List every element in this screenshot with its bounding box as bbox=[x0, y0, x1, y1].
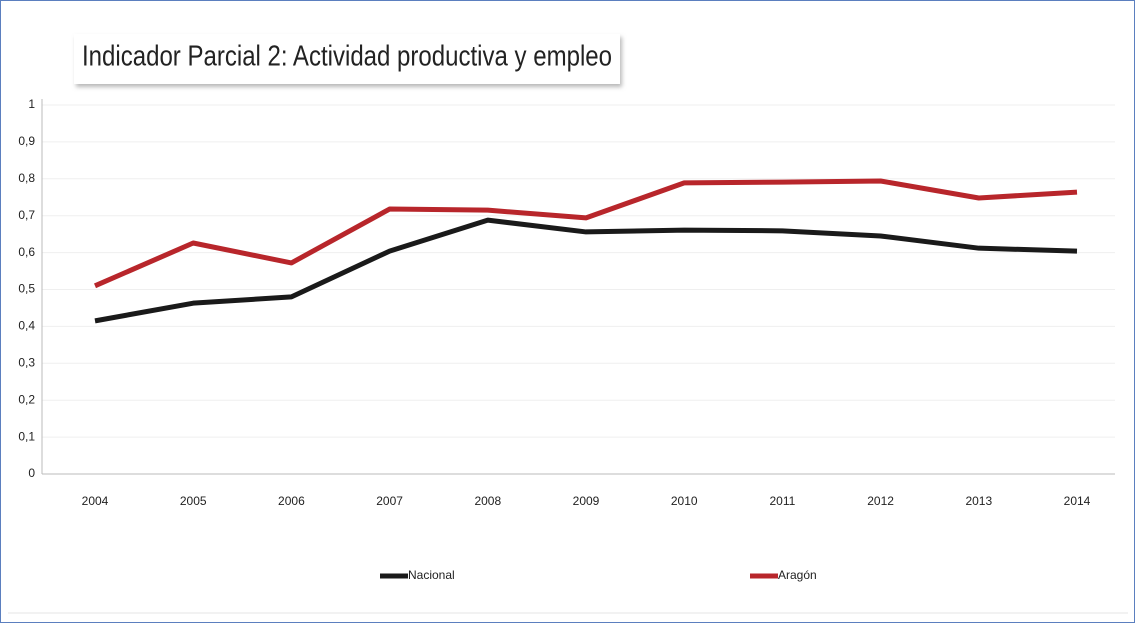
series-line bbox=[94, 178, 1078, 289]
x-tick-label: 2008 bbox=[474, 494, 501, 508]
y-tick-label: 0,1 bbox=[18, 429, 35, 443]
y-tick-label: 0,6 bbox=[18, 245, 35, 259]
y-tick-label: 0,4 bbox=[18, 319, 35, 333]
y-tick-label: 0,7 bbox=[18, 208, 35, 222]
x-tick-label: 2012 bbox=[867, 494, 894, 508]
y-tick-label: 0,5 bbox=[18, 282, 35, 296]
y-tick-label: 0 bbox=[28, 466, 35, 480]
chart-title: Indicador Parcial 2: Actividad productiv… bbox=[82, 41, 612, 73]
y-tick-label: 0,8 bbox=[18, 171, 35, 185]
y-tick-label: 0,3 bbox=[18, 355, 35, 369]
x-tick-label: 2005 bbox=[180, 494, 207, 508]
x-tick-label: 2004 bbox=[82, 494, 109, 508]
x-tick-label: 2011 bbox=[769, 494, 795, 508]
x-tick-label: 2006 bbox=[278, 494, 305, 508]
series-line bbox=[94, 217, 1078, 324]
x-tick-label: 2009 bbox=[573, 494, 600, 508]
legend-label: Aragón bbox=[778, 568, 817, 582]
title-box bbox=[74, 34, 620, 84]
x-tick-label: 2014 bbox=[1064, 494, 1091, 508]
y-tick-label: 0,2 bbox=[18, 392, 35, 406]
y-tick-label: 0,9 bbox=[18, 134, 35, 148]
x-tick-label: 2010 bbox=[671, 494, 698, 508]
x-tick-label: 2007 bbox=[376, 494, 403, 508]
legend-label: Nacional bbox=[408, 568, 455, 582]
y-tick-label: 1 bbox=[28, 97, 35, 111]
x-tick-label: 2013 bbox=[965, 494, 992, 508]
